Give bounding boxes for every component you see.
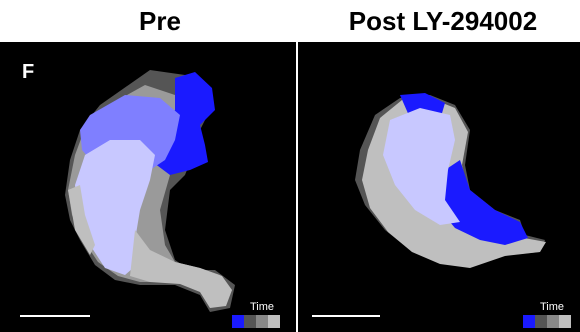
panel-title: Post LY-294002 [349,6,537,36]
image-panel: F Time [0,42,296,332]
panel-title: Pre [139,6,181,36]
legend-title: Time [250,301,274,313]
panel-label: F [22,61,34,83]
image-panel: Time [298,42,580,332]
figure: Pre Post LY-294002 F Time Time [0,0,580,332]
legend-title: Time [540,301,564,313]
